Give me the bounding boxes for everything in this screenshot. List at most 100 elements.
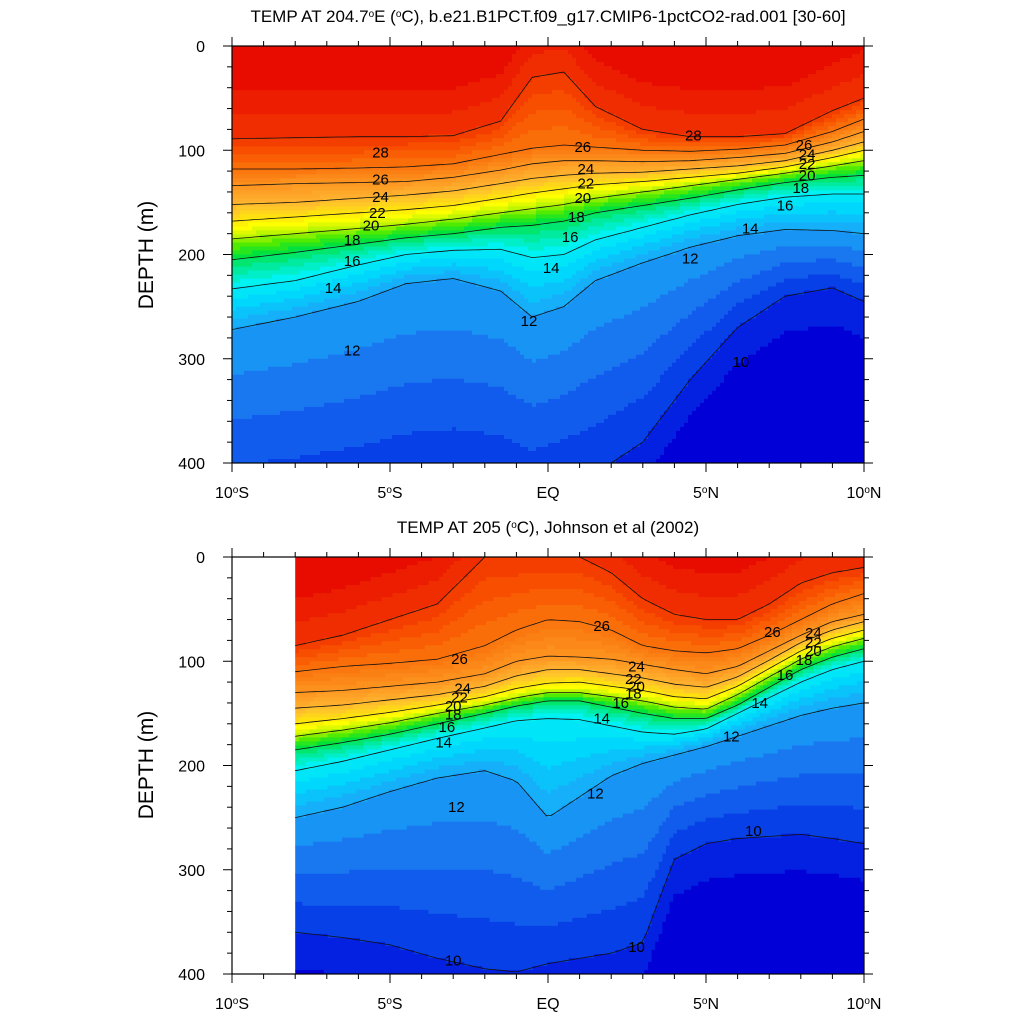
field-cell [572,298,577,344]
field-cell [476,178,481,183]
field-cell [436,170,441,175]
field-cell [256,194,261,199]
field-cell [716,170,721,175]
field-cell [772,230,777,252]
field-cell [400,166,405,171]
field-cell [304,154,309,163]
field-cell [556,238,561,248]
field-cell [244,306,249,320]
field-cell [700,202,705,207]
field-cell [528,150,533,155]
field-cell [488,434,493,463]
field-cell [540,230,545,240]
field-cell [592,242,597,252]
field-cell [576,166,581,171]
field-cell [556,146,561,151]
field-cell [280,282,285,292]
field-cell [588,146,593,151]
field-cell [464,222,469,228]
field-cell [416,226,421,232]
field-cell [440,190,445,195]
field-cell [512,126,517,139]
field-cell [272,170,277,175]
field-cell [664,166,669,171]
field-cell [732,258,737,284]
field-cell [752,170,757,175]
field-cell [280,234,285,240]
field-cell [636,154,641,159]
field-cell [480,166,485,171]
field-cell [500,290,505,340]
field-cell [256,210,261,215]
field-cell [760,46,765,91]
field-cell [240,138,245,147]
field-cell [460,430,465,463]
field-cell [664,46,669,87]
field-cell [376,182,381,187]
field-cell [348,146,353,155]
field-cell [652,158,657,163]
field-cell [668,142,673,147]
field-cell [644,46,649,83]
field-cell [624,454,629,463]
field-cell [468,178,473,183]
field-cell [572,226,577,236]
field-cell [576,202,581,207]
field-cell [288,162,293,171]
field-cell [728,186,733,191]
field-cell [324,254,329,264]
field-cell [792,154,797,159]
field-cell [608,122,613,131]
field-cell [488,174,493,179]
field-cell [708,178,713,183]
field-cell [452,90,457,111]
field-cell [300,286,305,300]
field-cell [412,274,417,284]
field-cell [236,418,241,463]
field-cell [396,434,401,463]
field-cell [696,178,701,183]
field-cell [332,230,337,236]
field-cell [440,174,445,179]
field-cell [740,198,745,203]
field-cell [352,214,357,220]
field-cell [572,162,577,167]
field-cell [472,226,477,232]
field-cell [380,182,385,187]
field-cell [444,206,449,211]
field-cell [472,218,477,224]
field-cell [384,182,389,187]
field-cell [584,334,589,384]
field-cell [764,166,769,171]
field-cell [692,190,697,195]
field-cell [416,382,421,432]
field-cell [320,46,325,91]
field-cell [356,46,361,91]
field-cell [572,286,577,300]
field-cell [260,230,265,236]
field-cell [596,126,601,139]
field-cell [480,222,485,228]
field-cell [236,282,241,288]
field-cell [580,270,585,280]
field-cell [644,162,649,167]
field-cell [644,234,649,244]
field-cell [724,262,729,292]
field-cell [500,250,505,260]
field-cell [560,210,565,215]
field-cell [732,174,737,179]
field-cell [792,46,797,83]
field-cell [504,198,509,203]
field-cell [444,378,449,432]
field-cell [408,274,413,284]
field-cell [632,194,637,199]
field-cell [580,214,585,224]
field-cell [252,202,257,207]
field-cell [756,134,761,139]
field-cell [484,230,489,236]
field-cell [780,230,785,248]
field-cell [736,162,741,167]
field-cell [556,174,561,179]
field-cell [752,198,757,203]
field-cell [404,198,409,203]
